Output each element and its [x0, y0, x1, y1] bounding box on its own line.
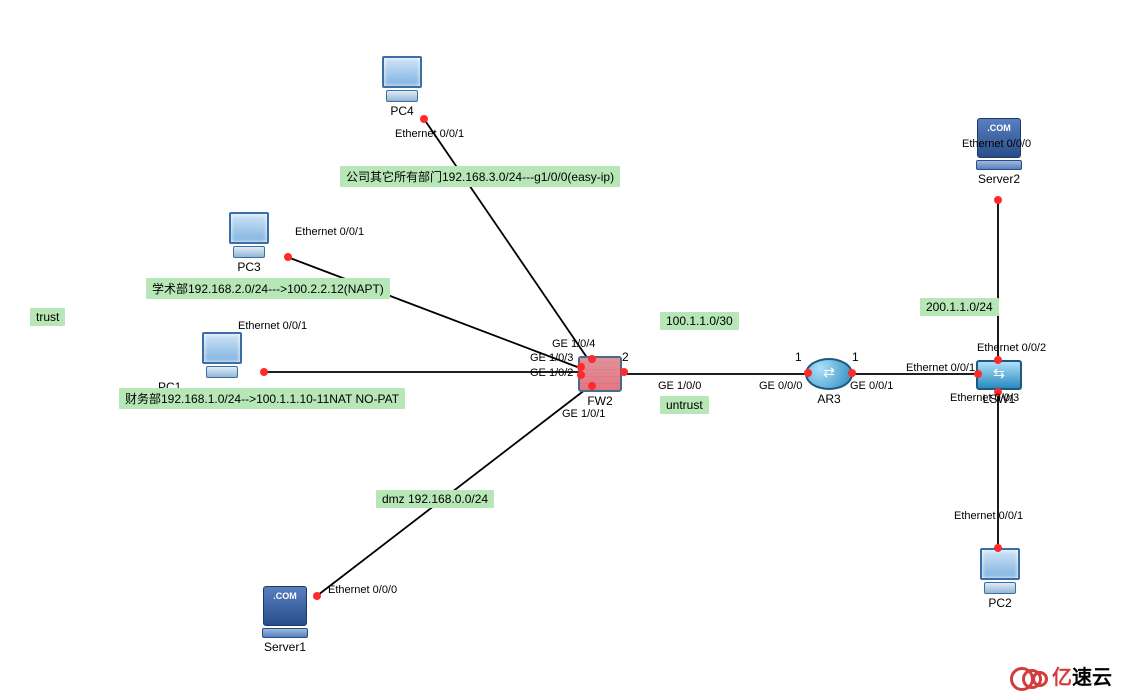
port-dot	[577, 363, 585, 371]
iface-label: Ethernet 0/0/1	[906, 362, 975, 374]
pc1-node[interactable]: PC1	[198, 332, 246, 394]
device-label: Server1	[260, 640, 310, 654]
switch-icon	[976, 360, 1022, 390]
port-dot	[313, 592, 321, 600]
text: dmz 192.168.0.0/24	[382, 492, 488, 506]
iface-label: Ethernet 0/0/1	[395, 128, 464, 140]
subnet-200: 200.1.1.0/24	[920, 298, 999, 316]
ar3-node[interactable]: AR3	[805, 358, 853, 406]
pc-icon	[229, 212, 269, 244]
iface-label: GE 1/0/3	[530, 352, 573, 364]
iface-label: GE 0/0/1	[850, 380, 893, 392]
server-icon: .COM	[263, 586, 307, 626]
iface-label: GE 0/0/0	[759, 380, 802, 392]
router-icon	[805, 358, 853, 390]
subnet-100: 100.1.1.0/30	[660, 312, 739, 330]
iface-label: GE 1/0/2	[530, 367, 573, 379]
annotation-napt: 学术部192.168.2.0/24--->100.2.2.12(NAPT)	[146, 278, 390, 299]
iface-label: Ethernet 0/0/1	[295, 226, 364, 238]
fw2-node[interactable]: FW2	[578, 356, 622, 408]
port-number: 2	[622, 350, 629, 364]
pc3-node[interactable]: PC3	[225, 212, 273, 274]
pc-icon	[382, 56, 422, 88]
iface-label: GE 1/0/4	[552, 338, 595, 350]
topology-lines	[0, 0, 1124, 700]
pc-icon	[202, 332, 242, 364]
port-dot	[994, 196, 1002, 204]
port-dot	[994, 544, 1002, 552]
iface-label: Ethernet 0/0/1	[954, 510, 1023, 522]
zone-untrust: untrust	[660, 396, 709, 414]
text: 学术部192.168.2.0/24--->100.2.2.12(NAPT)	[152, 282, 384, 296]
port-dot	[848, 369, 856, 377]
text: trust	[36, 310, 59, 324]
server1-node[interactable]: .COM Server1	[260, 586, 310, 654]
zone-trust: trust	[30, 308, 65, 326]
iface-label: Ethernet 0/0/0	[962, 138, 1031, 150]
device-label: PC3	[225, 260, 273, 274]
annotation-dmz: dmz 192.168.0.0/24	[376, 490, 494, 508]
port-dot	[974, 370, 982, 378]
port-number: 1	[795, 350, 802, 364]
server2-node[interactable]: .COM Server2	[974, 118, 1024, 186]
logo-icon	[1010, 665, 1046, 687]
iface-label: Ethernet 0/0/1	[238, 320, 307, 332]
device-label: PC2	[976, 596, 1024, 610]
port-dot	[284, 253, 292, 261]
diagram-canvas: PC4 Ethernet 0/0/1 PC3 Ethernet 0/0/1 PC…	[0, 0, 1124, 700]
iface-label: Ethernet 0/0/2	[977, 342, 1046, 354]
iface-label: Ethernet 0/0/0	[328, 584, 397, 596]
pc-icon	[980, 548, 1020, 580]
logo-text: 亿速云	[1052, 661, 1112, 690]
iface-label: GE 1/0/0	[658, 380, 701, 392]
port-dot	[420, 115, 428, 123]
text: 200.1.1.0/24	[926, 300, 993, 314]
port-number: 1	[852, 350, 859, 364]
port-dot	[804, 369, 812, 377]
annotation-easyip: 公司其它所有部门192.168.3.0/24---g1/0/0(easy-ip)	[340, 166, 620, 187]
port-dot	[588, 355, 596, 363]
device-label: FW2	[578, 394, 622, 408]
device-label: Server2	[974, 172, 1024, 186]
annotation-nopat: 财务部192.168.1.0/24-->100.1.1.10-11NAT NO-…	[119, 388, 405, 409]
watermark-logo: 亿速云	[1010, 661, 1112, 690]
port-dot	[260, 368, 268, 376]
pc4-node[interactable]: PC4	[378, 56, 426, 118]
text: 公司其它所有部门192.168.3.0/24---g1/0/0(easy-ip)	[346, 170, 614, 184]
iface-label: Ethernet 0/0/3	[950, 392, 1019, 404]
device-label: PC4	[378, 104, 426, 118]
port-dot	[620, 368, 628, 376]
port-dot	[994, 356, 1002, 364]
port-dot	[588, 382, 596, 390]
port-dot	[577, 371, 585, 379]
pc2-node[interactable]: PC2	[976, 548, 1024, 610]
device-label: AR3	[805, 392, 853, 406]
iface-label: GE 1/0/1	[562, 408, 605, 420]
text: untrust	[666, 398, 703, 412]
text: 财务部192.168.1.0/24-->100.1.1.10-11NAT NO-…	[125, 392, 399, 406]
text: 100.1.1.0/30	[666, 314, 733, 328]
